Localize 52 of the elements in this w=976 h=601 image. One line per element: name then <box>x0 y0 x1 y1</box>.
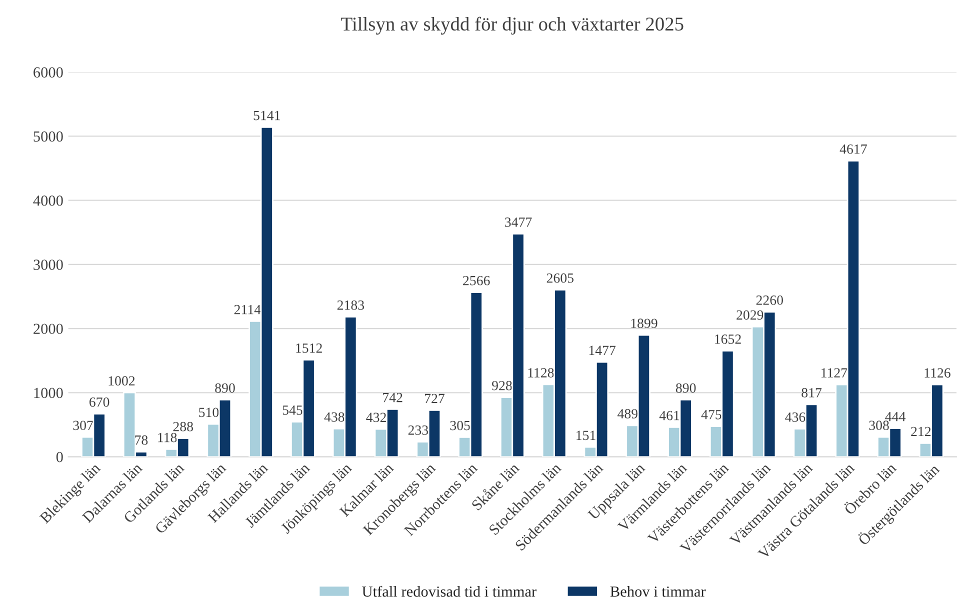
data-label: 233 <box>408 426 428 435</box>
data-label: 727 <box>424 394 444 404</box>
data-label: 510 <box>199 408 219 418</box>
data-label: 928 <box>492 380 512 390</box>
data-label: 890 <box>215 383 235 393</box>
data-label: 444 <box>885 412 906 422</box>
data-label: 151 <box>576 430 596 440</box>
data-label: 288 <box>173 422 193 432</box>
y-tick-label: 6000 <box>34 67 63 78</box>
data-label: 432 <box>366 412 386 422</box>
chart-title: Tillsyn av skydd för djur och växtarter 2025 <box>341 16 684 35</box>
data-label: 3477 <box>505 218 532 227</box>
data-label: 438 <box>324 412 344 422</box>
data-label: 307 <box>73 420 94 430</box>
data-label: 670 <box>90 397 110 407</box>
y-tick-label: 5000 <box>34 131 63 142</box>
data-label: 2183 <box>337 300 364 310</box>
data-label: 1126 <box>924 368 950 378</box>
data-label: 4617 <box>840 144 867 154</box>
data-label: 817 <box>802 388 822 398</box>
data-label: 475 <box>701 410 722 420</box>
data-label: 2566 <box>463 276 490 286</box>
data-label: 305 <box>450 420 470 430</box>
data-label: 2114 <box>234 304 261 314</box>
y-tick-label: 0 <box>56 452 63 462</box>
data-label: 118 <box>158 432 177 442</box>
data-label: 1127 <box>822 368 848 378</box>
data-label: 212 <box>911 426 931 436</box>
y-tick-label: 1000 <box>34 388 63 398</box>
data-label: 545 <box>282 406 302 415</box>
data-label: 2605 <box>546 273 574 283</box>
data-label: 890 <box>676 383 696 393</box>
data-label: 1899 <box>631 318 658 328</box>
data-label: 1128 <box>528 368 554 378</box>
data-label: 308 <box>869 420 889 430</box>
y-tick-label: 2000 <box>34 324 63 334</box>
data-label: 489 <box>618 409 638 418</box>
data-label: 461 <box>659 410 680 420</box>
data-label: 742 <box>383 392 402 402</box>
data-label: 2260 <box>756 296 783 305</box>
legend-label: Utfall redovisad tid i timmar <box>362 586 536 597</box>
legend-label: Behov i timmar <box>610 586 706 597</box>
data-label: 2029 <box>736 310 764 320</box>
y-tick-label: 3000 <box>34 260 63 270</box>
data-label: 1477 <box>589 346 616 355</box>
data-label: 1512 <box>296 344 322 353</box>
data-label: 5141 <box>254 110 280 120</box>
data-label: 1652 <box>715 334 741 344</box>
data-label: 436 <box>785 412 806 422</box>
data-label: 78 <box>135 435 148 445</box>
y-tick-label: 4000 <box>33 195 63 206</box>
data-label: 1002 <box>108 376 135 386</box>
